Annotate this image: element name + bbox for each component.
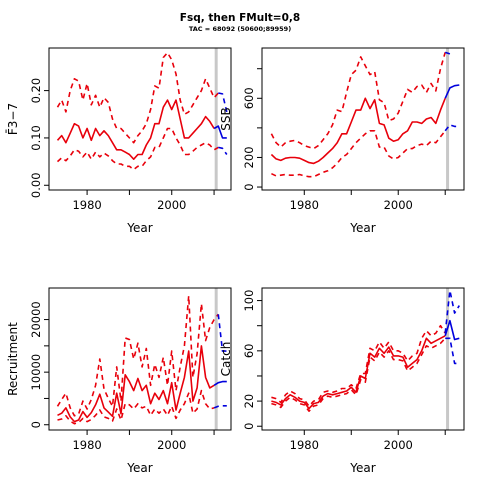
series-group bbox=[56, 295, 227, 425]
x-tick-label: 2000 bbox=[384, 438, 413, 452]
series-lower-projection bbox=[445, 337, 460, 365]
x-tick-label: 2000 bbox=[157, 198, 186, 212]
y-tick-label: 20 bbox=[242, 394, 256, 409]
y-axis-label: F̄3−7 bbox=[6, 103, 20, 135]
series-group bbox=[270, 51, 460, 178]
series-median-history bbox=[57, 345, 215, 423]
x-tick-label: 2000 bbox=[157, 438, 186, 452]
y-tick-label: 0 bbox=[242, 183, 256, 190]
x-tick-label: 1980 bbox=[72, 438, 101, 452]
y-tick-label: 0.10 bbox=[29, 125, 43, 151]
plot-frame bbox=[48, 47, 232, 191]
series-lower-projection bbox=[444, 124, 460, 132]
series-lower-history bbox=[271, 130, 446, 178]
series-group bbox=[271, 289, 460, 413]
y-tick-label: 60 bbox=[242, 344, 256, 359]
y-axis-label: Recruitment bbox=[6, 322, 20, 396]
series-median-history bbox=[56, 99, 215, 160]
series-lower-projection bbox=[218, 146, 228, 155]
y-axis-label: Catch bbox=[219, 342, 233, 377]
series-lower-history bbox=[57, 389, 215, 425]
series-upper-history bbox=[271, 324, 446, 407]
series-upper-history bbox=[56, 295, 219, 417]
chart-panel-top-left: 1980 2000 0.00 0.10 0.20 Year F̄3−7 bbox=[6, 47, 232, 235]
series-lower-history bbox=[271, 337, 446, 413]
x-tick-label: 1980 bbox=[290, 198, 319, 212]
y-tick-label: 10000 bbox=[29, 354, 43, 391]
y-tick-label: 0 bbox=[242, 423, 256, 430]
y-axis-label: SSB bbox=[219, 107, 233, 130]
y-tick-label: 0.00 bbox=[29, 172, 43, 198]
y-tick-label: 200 bbox=[242, 146, 256, 168]
figure-title: Fsq, then FMult=0,8 bbox=[180, 12, 300, 24]
y-tick-label: 600 bbox=[242, 87, 256, 109]
series-group bbox=[56, 51, 228, 171]
series-upper-projection bbox=[444, 289, 460, 334]
series-median-history bbox=[270, 97, 446, 165]
series-median-projection bbox=[213, 125, 227, 139]
plot-frame bbox=[48, 287, 232, 431]
chart-panel-top-right: 1980 2000 0 200 600 Year SSB bbox=[219, 47, 465, 235]
plot-frame bbox=[261, 287, 465, 431]
series-upper-projection bbox=[218, 92, 228, 113]
series-median-projection bbox=[444, 319, 460, 341]
series-upper-history bbox=[56, 51, 219, 144]
series-upper-projection bbox=[217, 314, 227, 352]
y-tick-label: 100 bbox=[242, 290, 256, 312]
x-tick-label: 2000 bbox=[384, 198, 413, 212]
x-axis-label: Year bbox=[349, 461, 375, 475]
figure-subtitle: TAC = 68092 (50600;89959) bbox=[189, 25, 291, 33]
x-axis-label: Year bbox=[126, 461, 152, 475]
plot-frame bbox=[261, 47, 465, 191]
series-median-projection bbox=[444, 84, 460, 99]
y-tick-label: 0 bbox=[29, 421, 43, 428]
y-tick-label: 20000 bbox=[29, 301, 43, 338]
x-axis-label: Year bbox=[126, 221, 152, 235]
series-lower-history bbox=[56, 127, 219, 171]
series-median-history bbox=[271, 335, 446, 410]
x-tick-label: 1980 bbox=[290, 438, 319, 452]
series-upper-projection bbox=[444, 51, 451, 55]
x-axis-label: Year bbox=[349, 221, 375, 235]
series-lower-projection bbox=[213, 404, 227, 409]
chart-panel-bottom-right: 1980 2000 0 20 60 100 Year Catch bbox=[219, 287, 465, 475]
series-upper-history bbox=[270, 52, 446, 150]
series-median-projection bbox=[213, 380, 227, 386]
y-tick-label: 0.20 bbox=[29, 78, 43, 104]
x-tick-label: 1980 bbox=[72, 198, 101, 212]
